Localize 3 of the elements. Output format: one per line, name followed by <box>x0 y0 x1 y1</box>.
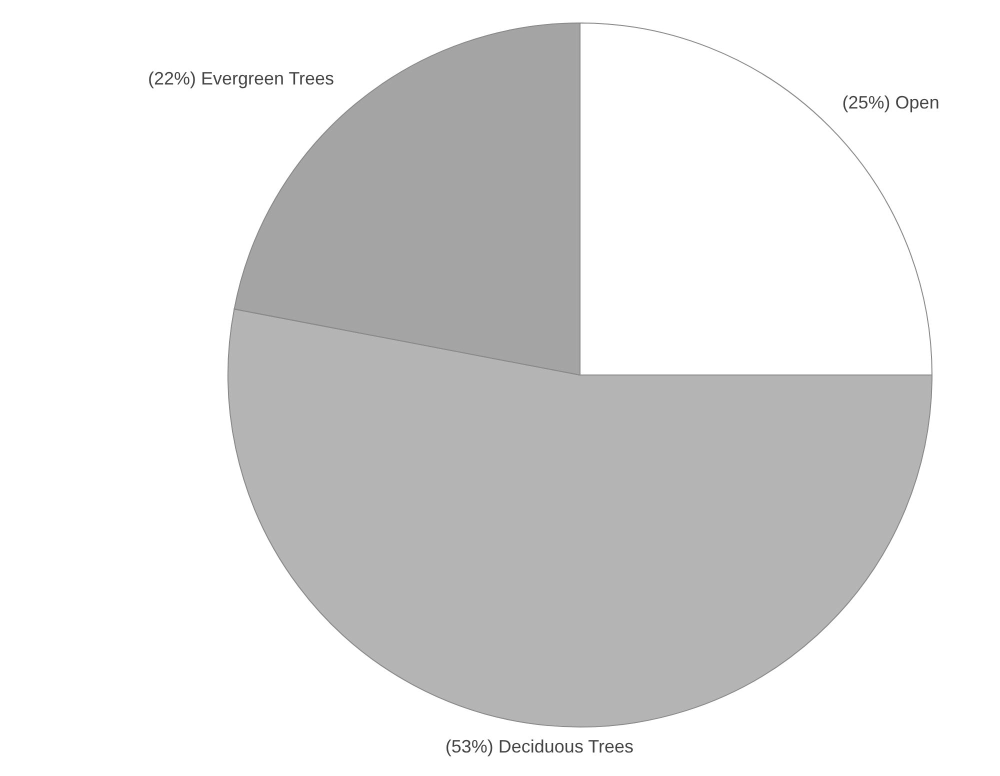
slice-label: (53%) Deciduous Trees <box>445 736 634 756</box>
slice-label: (25%) Open <box>842 92 940 113</box>
slice-label: (22%) Evergreen Trees <box>148 68 334 89</box>
